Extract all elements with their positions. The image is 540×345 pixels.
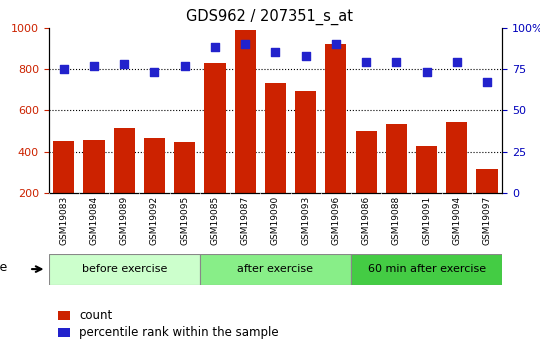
Point [180, 63, 189, 68]
Point [453, 60, 461, 65]
Bar [351, 254, 502, 285]
Text: GSM19083: GSM19083 [59, 196, 68, 246]
Bar [265, 83, 286, 193]
Bar [386, 124, 407, 193]
Bar [58, 328, 70, 337]
Point [271, 50, 280, 55]
Bar [204, 63, 226, 193]
Point [120, 61, 129, 67]
Point [392, 60, 401, 65]
Point [59, 66, 68, 72]
Bar [174, 142, 195, 193]
Bar [416, 146, 437, 193]
Point [362, 60, 370, 65]
Point [301, 53, 310, 59]
Text: GSM19090: GSM19090 [271, 196, 280, 246]
Text: GDS962 / 207351_s_at: GDS962 / 207351_s_at [186, 9, 354, 25]
Text: GSM19096: GSM19096 [332, 196, 340, 246]
Point [211, 45, 219, 50]
Bar [58, 310, 70, 320]
Point [332, 41, 340, 47]
Bar [446, 122, 468, 193]
Text: GSM19088: GSM19088 [392, 196, 401, 246]
Text: GSM19084: GSM19084 [90, 196, 98, 245]
Text: GSM19092: GSM19092 [150, 196, 159, 245]
Point [422, 70, 431, 75]
Point [150, 70, 159, 75]
Bar [53, 141, 75, 193]
Text: percentile rank within the sample: percentile rank within the sample [79, 326, 279, 339]
Point [90, 63, 98, 68]
Bar [295, 91, 316, 193]
Bar [49, 254, 200, 285]
Text: GSM19095: GSM19095 [180, 196, 189, 246]
Bar [83, 140, 105, 193]
Text: count: count [79, 309, 113, 322]
Bar [113, 128, 135, 193]
Bar [144, 138, 165, 193]
Text: GSM19085: GSM19085 [211, 196, 219, 246]
Text: after exercise: after exercise [238, 264, 313, 274]
Point [241, 41, 249, 47]
Text: time: time [0, 261, 8, 274]
Bar [355, 131, 377, 193]
Bar [325, 44, 347, 193]
Text: GSM19094: GSM19094 [453, 196, 461, 245]
Text: GSM19097: GSM19097 [483, 196, 491, 246]
Text: before exercise: before exercise [82, 264, 167, 274]
Text: GSM19086: GSM19086 [362, 196, 370, 246]
Text: GSM19091: GSM19091 [422, 196, 431, 246]
Text: GSM19087: GSM19087 [241, 196, 249, 246]
Point [483, 79, 491, 85]
Bar [200, 254, 351, 285]
Bar [234, 30, 256, 193]
Text: 60 min after exercise: 60 min after exercise [368, 264, 485, 274]
Bar [476, 169, 498, 193]
Text: GSM19089: GSM19089 [120, 196, 129, 246]
Text: GSM19093: GSM19093 [301, 196, 310, 246]
